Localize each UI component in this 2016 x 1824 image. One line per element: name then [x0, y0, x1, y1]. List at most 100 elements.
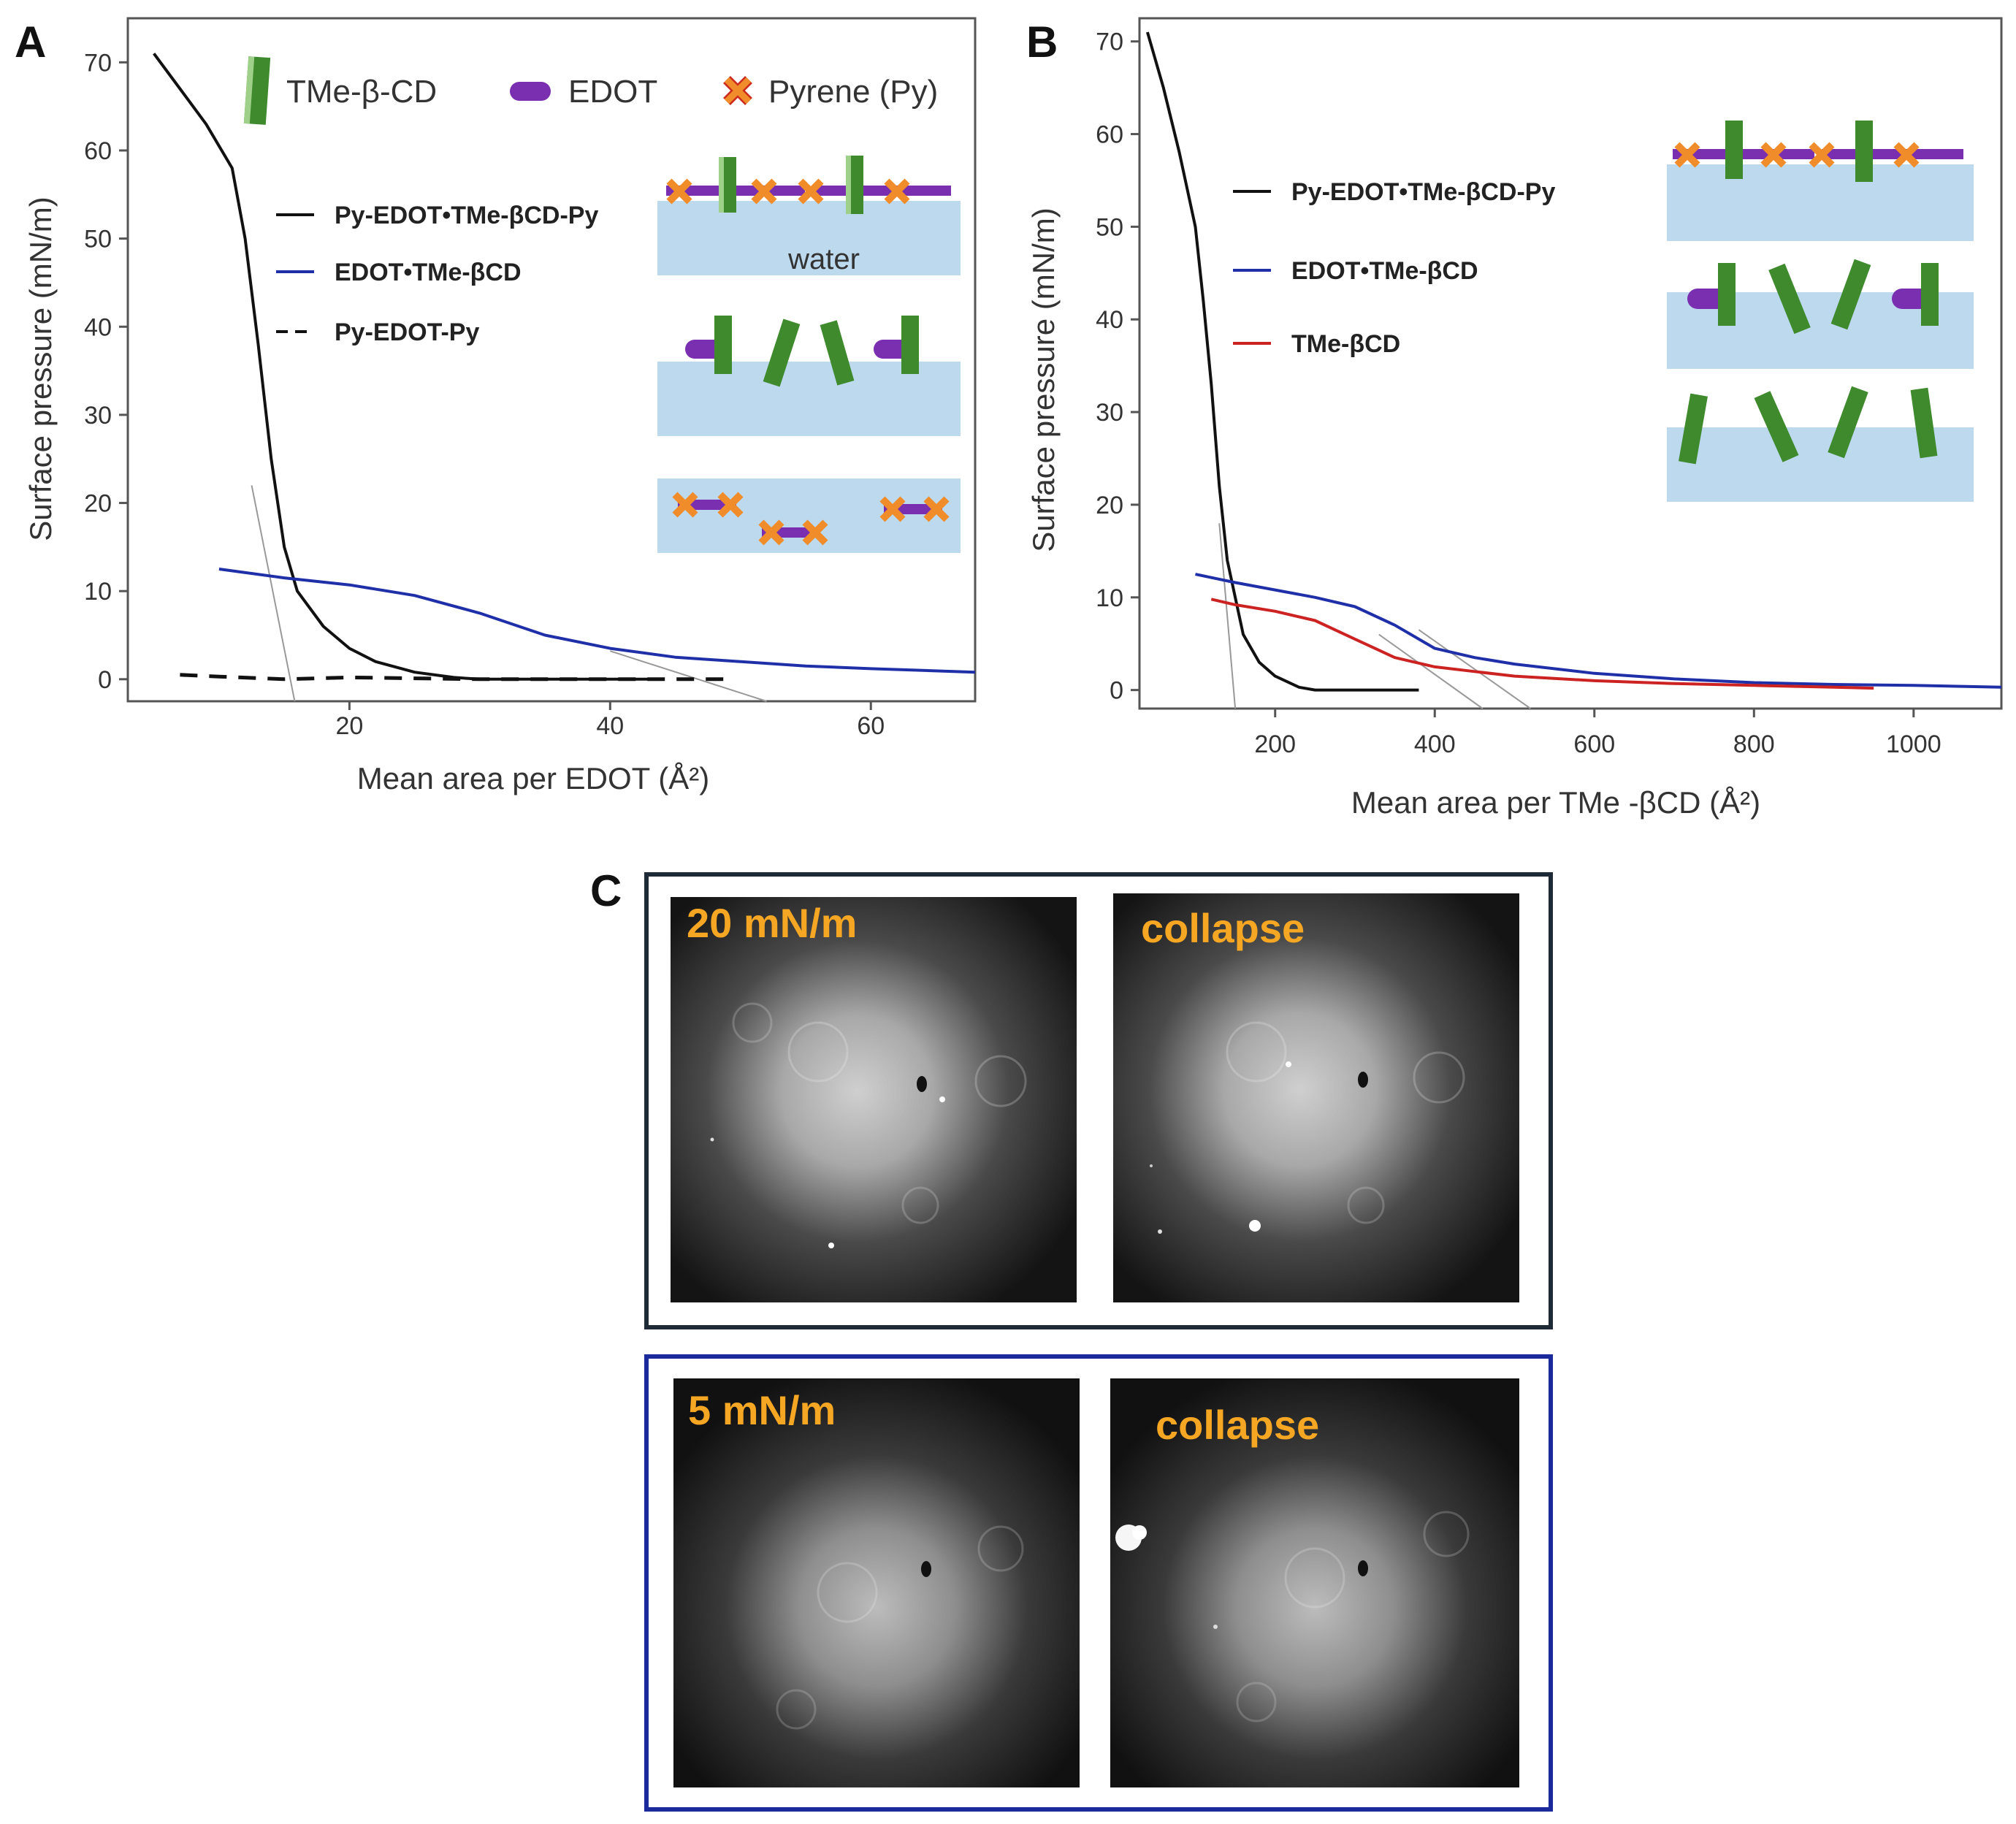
micrograph-bottom-right: collapse	[1110, 1378, 1519, 1787]
xtick-label-b-3: 800	[1733, 730, 1775, 758]
pyrene-icon	[1893, 142, 1920, 168]
micrograph-bottom-left: 5 mN/m	[673, 1378, 1080, 1787]
guide-line-a-0	[251, 485, 296, 702]
pyrene-icon	[666, 178, 692, 205]
micrograph-top-left: 20 mN/m	[671, 897, 1077, 1302]
xtick-label-a-1: 40	[596, 712, 624, 740]
cd-key-label: TMe-β-CD	[286, 74, 437, 110]
ytick-label-a-6: 60	[84, 137, 112, 165]
ytick-label-b-0: 0	[1110, 677, 1123, 705]
legend-b-2: TMe-βCD	[1291, 330, 1400, 358]
guide-line-b-2	[1418, 629, 1531, 709]
micrograph-group-top: 20 mN/m collapse	[644, 872, 1553, 1329]
chart-b-frame	[1138, 17, 2003, 710]
pyrene-icon	[672, 492, 698, 518]
series-line-b-1	[1195, 573, 2002, 689]
ytick-label-b-3: 30	[1096, 399, 1123, 427]
panel-letter-b: B	[1026, 18, 1058, 66]
pyrene-key-label: Pyrene (Py)	[768, 74, 938, 110]
guide-line-b-0	[1218, 523, 1237, 709]
ytick-label-b-4: 40	[1096, 306, 1123, 334]
pyrene-icon	[758, 519, 784, 546]
ytick-label-b-2: 20	[1096, 492, 1123, 519]
xtick-label-b-2: 600	[1573, 730, 1615, 758]
chart-a-ylabel: Surface pressure (mN/m)	[23, 196, 58, 541]
pyrene-icon	[879, 496, 906, 522]
pyrene-icon	[1674, 142, 1700, 168]
chart-a-guides	[251, 485, 767, 702]
xtick-label-a-2: 60	[857, 712, 885, 740]
pyrene-icon	[1760, 142, 1787, 168]
micrograph-label-5: 5 mN/m	[688, 1387, 836, 1433]
schematic-b-middle	[1667, 259, 1974, 369]
chart-b: 200 400 600 800 1000 0 10 20 30 40 50 60 70 Mean are…	[1026, 17, 2003, 820]
chart-a-series	[153, 53, 976, 682]
xtick-label-b-1: 400	[1414, 730, 1456, 758]
ytick-label-a-0: 0	[98, 666, 112, 694]
pyrene-key-icon	[723, 76, 752, 105]
water-label: water	[787, 243, 860, 275]
legend-b-0: Py-EDOT•TMe-βCD-Py	[1291, 178, 1555, 206]
micrograph-frame-top	[644, 872, 1553, 1329]
schematic-b-top	[1667, 121, 1974, 241]
schematic-a-middle	[657, 316, 961, 436]
xtick-label-b-4: 1000	[1886, 730, 1941, 758]
micrograph-group-bottom: 5 mN/m collapse	[644, 1354, 1553, 1812]
panel-letter-a: A	[15, 18, 46, 66]
legend-b-1: EDOT•TMe-βCD	[1291, 257, 1478, 285]
micrograph-label-collapse-2: collapse	[1156, 1402, 1319, 1448]
ytick-label-a-5: 50	[84, 226, 112, 253]
edot-key-label: EDOT	[568, 74, 657, 110]
chart-a-ticks: 20 40 60 0 10 20 30 40 50 60 70	[84, 49, 885, 740]
ytick-label-a-3: 30	[84, 402, 112, 430]
micrograph-top-right: collapse	[1113, 893, 1519, 1302]
xtick-label-b-0: 200	[1254, 730, 1296, 758]
micrograph-label-20: 20 mN/m	[687, 900, 857, 946]
pyrene-icon	[884, 178, 910, 205]
chart-b-legend: Py-EDOT•TMe-βCD-Py EDOT•TMe-βCD TMe-βCD	[1233, 178, 1555, 358]
pyrene-icon	[717, 492, 744, 518]
pyrene-icon	[1809, 142, 1835, 168]
schematic-a-top: water	[657, 156, 961, 275]
chart-a-legend: Py-EDOT•TMe-βCD-Py EDOT•TMe-βCD Py-EDOT-…	[276, 202, 598, 346]
legend-a-2: Py-EDOT-Py	[335, 318, 479, 346]
ytick-label-a-7: 70	[84, 49, 112, 77]
pyrene-icon	[798, 178, 824, 205]
xtick-label-a-0: 20	[335, 712, 363, 740]
ytick-label-b-1: 10	[1096, 584, 1123, 612]
ytick-label-a-2: 20	[84, 490, 112, 518]
chart-a: 20 40 60 0 10 20 30 40 50 60 70 Mean area per EDOT…	[23, 17, 977, 795]
legend-a-0: Py-EDOT•TMe-βCD-Py	[335, 202, 598, 229]
guide-line-a-1	[610, 650, 767, 702]
series-line-b-2	[1210, 598, 1874, 690]
chart-b-xlabel: Mean area per TMe -βCD (Å²)	[1351, 785, 1760, 820]
chart-b-guides	[1218, 523, 1531, 709]
chart-b-series	[1145, 31, 2002, 692]
cd-key-icon	[243, 56, 271, 125]
edot-key-icon	[510, 82, 551, 101]
panel-letter-c: C	[590, 866, 622, 915]
schematic-a-bottom	[657, 478, 961, 553]
chart-b-ticks: 200 400 600 800 1000 0 10 20 30 40 50 60 70	[1096, 28, 1941, 758]
series-line-b-0	[1145, 31, 1419, 692]
ytick-label-a-4: 40	[84, 313, 112, 341]
pyrene-icon	[751, 178, 777, 205]
legend-a-1: EDOT•TMe-βCD	[335, 259, 522, 286]
pyrene-icon	[923, 496, 950, 522]
pyrene-icon	[802, 519, 828, 546]
chart-a-key: TMe-β-CD EDOT Pyrene (Py)	[243, 56, 938, 125]
schematic-b-bottom	[1667, 386, 1974, 502]
chart-a-frame	[126, 17, 977, 703]
guide-line-b-1	[1378, 633, 1484, 709]
micrograph-frame-bottom	[644, 1354, 1553, 1812]
micrograph-label-collapse-1: collapse	[1141, 905, 1305, 951]
series-line-a-1	[218, 568, 976, 674]
ytick-label-b-5: 50	[1096, 213, 1123, 241]
ytick-label-b-6: 60	[1096, 121, 1123, 149]
chart-a-xlabel: Mean area per EDOT (Å²)	[357, 761, 709, 795]
ytick-label-a-1: 10	[84, 578, 112, 606]
ytick-label-b-7: 70	[1096, 28, 1123, 56]
series-line-a-0	[153, 53, 649, 681]
chart-b-ylabel: Surface pressure (mN/m)	[1026, 207, 1061, 552]
